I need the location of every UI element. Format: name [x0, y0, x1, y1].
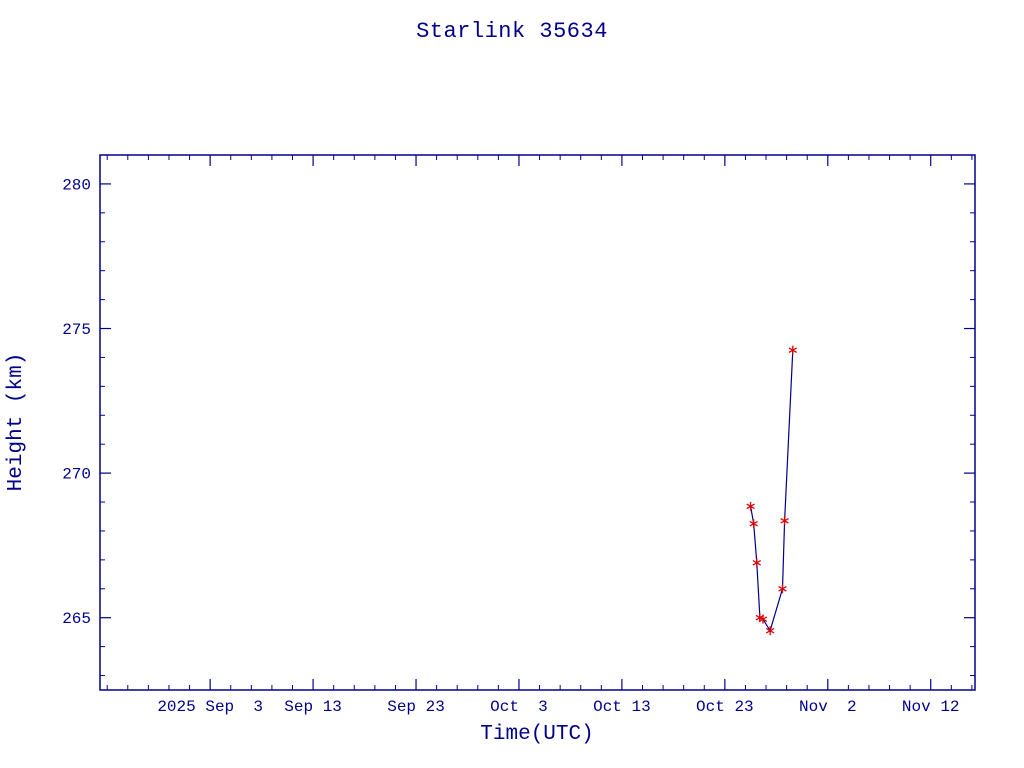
plot-border	[99, 154, 976, 691]
data-point-marker	[765, 626, 775, 636]
svg-text:2025 Sep 3: 2025 Sep 3	[157, 698, 263, 716]
svg-text:Sep 23: Sep 23	[387, 698, 445, 716]
chart-title: Starlink 35634	[416, 19, 608, 44]
height-line	[750, 350, 794, 633]
data-point-marker	[788, 345, 798, 355]
data-point-marker	[749, 519, 758, 529]
svg-text:270: 270	[62, 466, 91, 484]
data-point-marker	[752, 558, 761, 568]
data-line-group	[750, 350, 794, 633]
x-axis-ticks	[106, 155, 973, 690]
data-point-marker	[746, 501, 755, 511]
svg-text:Nov 2: Nov 2	[799, 698, 857, 716]
x-axis-tick-labels: 2025 Sep 3 Sep 13 Sep 23 Oct 3 Oct 13 Oct 23 N…	[157, 698, 959, 716]
svg-text:275: 275	[62, 321, 91, 339]
svg-text:280: 280	[62, 176, 91, 194]
y-axis-label: Height (km)	[5, 353, 28, 492]
data-point-marker	[758, 614, 768, 624]
data-markers-group	[746, 345, 798, 636]
svg-text:Nov 12: Nov 12	[902, 698, 960, 716]
y-axis-ticks	[100, 154, 975, 677]
svg-text:Oct 23: Oct 23	[696, 698, 754, 716]
x-axis-label: Time(UTC)	[480, 723, 593, 746]
data-point-marker	[780, 516, 789, 526]
data-point-marker	[778, 584, 787, 594]
svg-text:Oct 3: Oct 3	[490, 698, 548, 716]
svg-text:Sep 13: Sep 13	[284, 698, 342, 716]
svg-text:265: 265	[62, 610, 91, 628]
svg-text:Oct 13: Oct 13	[593, 698, 651, 716]
y-axis-tick-labels: 265 270 275 280	[62, 176, 91, 628]
